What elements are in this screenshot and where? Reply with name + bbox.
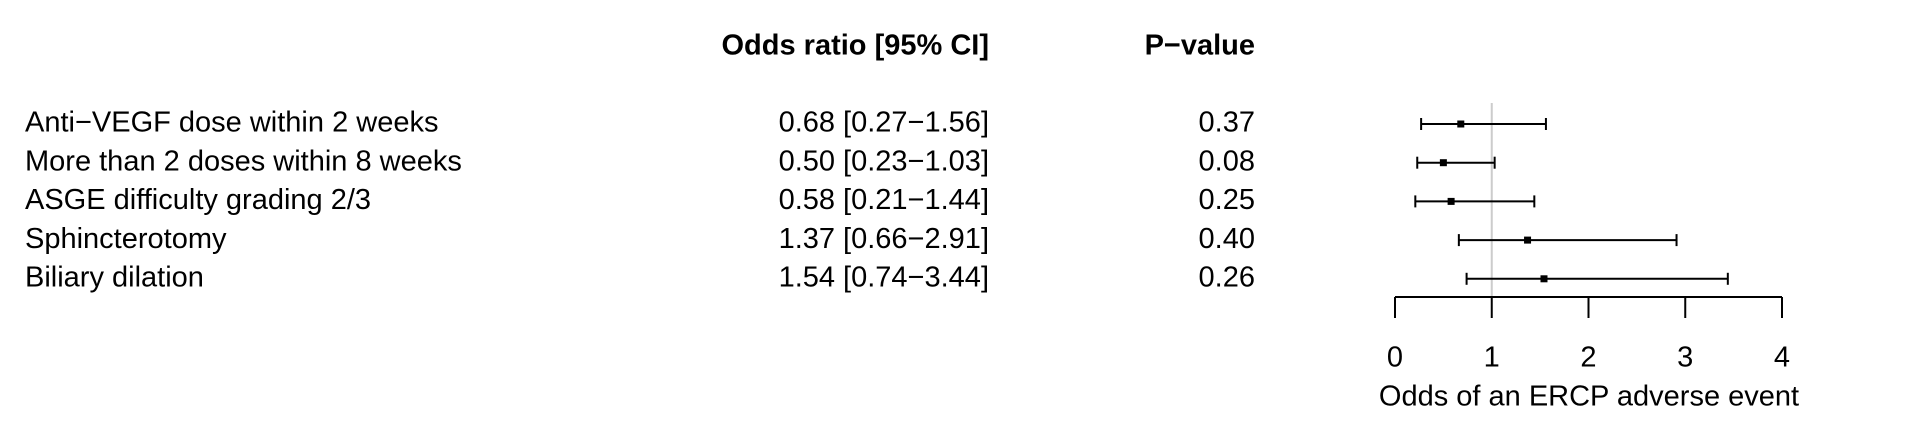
point-estimate xyxy=(1439,159,1447,167)
point-estimate xyxy=(1524,236,1532,244)
row-label: More than 2 doses within 8 weeks xyxy=(25,145,462,177)
odds-ratio-label: 0.68 [0.27−1.56] xyxy=(779,107,989,139)
p-value: 0.40 xyxy=(1199,223,1255,255)
row-label: Sphincterotomy xyxy=(25,223,227,255)
row-label: Anti−VEGF dose within 2 weeks xyxy=(25,107,438,139)
column-header: P−value xyxy=(1145,30,1255,62)
p-value: 0.08 xyxy=(1199,145,1255,177)
point-estimate xyxy=(1447,197,1455,205)
p-value: 0.26 xyxy=(1199,261,1255,293)
x-tick-label: 3 xyxy=(1677,342,1693,374)
x-tick-label: 2 xyxy=(1580,342,1596,374)
column-header: Odds ratio [95% CI] xyxy=(722,30,990,62)
x-axis-label: Odds of an ERCP adverse event xyxy=(1379,381,1799,413)
p-value: 0.37 xyxy=(1199,107,1255,139)
p-value: 0.25 xyxy=(1199,184,1255,216)
odds-ratio-label: 0.50 [0.23−1.03] xyxy=(779,145,989,177)
point-estimate xyxy=(1457,120,1465,128)
x-tick-label: 4 xyxy=(1774,342,1790,374)
x-tick-label: 0 xyxy=(1387,342,1403,374)
row-label: Biliary dilation xyxy=(25,261,204,293)
row-label: ASGE difficulty grading 2/3 xyxy=(25,184,371,216)
odds-ratio-label: 1.54 [0.74−3.44] xyxy=(779,261,989,293)
odds-ratio-label: 0.58 [0.21−1.44] xyxy=(779,184,989,216)
x-tick-label: 1 xyxy=(1484,342,1500,374)
point-estimate xyxy=(1540,275,1548,283)
odds-ratio-label: 1.37 [0.66−2.91] xyxy=(779,223,989,255)
